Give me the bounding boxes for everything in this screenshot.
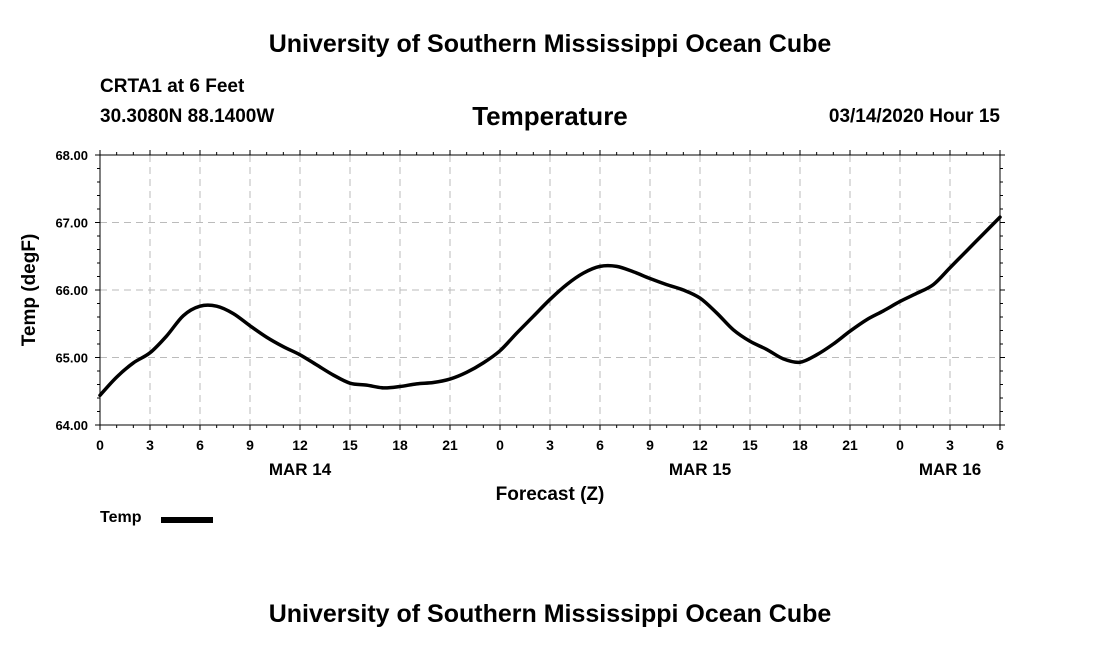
- date-label: MAR 15: [669, 460, 731, 479]
- footer-title: University of Southern Mississippi Ocean…: [268, 600, 832, 628]
- x-tick-label: 9: [646, 437, 654, 453]
- y-tick-label: 64.00: [55, 418, 88, 433]
- x-tick-label: 6: [596, 437, 604, 453]
- grid-lines: [100, 155, 1000, 425]
- legend-swatch: [161, 517, 213, 523]
- x-tick-labels: 0 3 6 9 12 15 18 21 0 3 6 9 12 15 18 21 0 3 6: [96, 437, 1004, 453]
- y-tick-label: 65.00: [55, 351, 88, 366]
- x-tick-label: 12: [692, 437, 708, 453]
- x-tick-label: 3: [946, 437, 954, 453]
- y-axis-title: Temp (degF): [19, 234, 40, 347]
- x-tick-label: 0: [96, 437, 104, 453]
- y-tick-labels: 64.00 65.00 66.00 67.00 68.00: [55, 148, 88, 433]
- x-tick-label: 9: [246, 437, 254, 453]
- station-coords: 30.3080N 88.1400W: [100, 106, 275, 127]
- y-tick-label: 66.00: [55, 283, 88, 298]
- x-tick-label: 0: [496, 437, 504, 453]
- y-tick-label: 68.00: [55, 148, 88, 163]
- legend-label: Temp: [100, 509, 142, 526]
- x-tick-label: 3: [146, 437, 154, 453]
- temp-series-line: [98, 215, 1002, 398]
- date-label: MAR 16: [919, 460, 981, 479]
- x-tick-label: 21: [842, 437, 858, 453]
- x-tick-label: 0: [896, 437, 904, 453]
- y-tick-label: 67.00: [55, 216, 88, 231]
- x-tick-label: 6: [996, 437, 1004, 453]
- x-tick-label: 15: [342, 437, 358, 453]
- header-title: University of Southern Mississippi Ocean…: [268, 30, 832, 58]
- x-tick-label: 15: [742, 437, 758, 453]
- station-name: CRTA1 at 6 Feet: [100, 76, 245, 97]
- x-tick-label: 21: [442, 437, 458, 453]
- date-labels: MAR 14 MAR 15 MAR 16: [269, 460, 981, 479]
- x-tick-label: 18: [392, 437, 408, 453]
- x-tick-label: 3: [546, 437, 554, 453]
- x-tick-label: 12: [292, 437, 308, 453]
- x-tick-label: 6: [196, 437, 204, 453]
- plot-title: Temperature: [472, 101, 628, 131]
- axis-ticks: [95, 150, 1005, 430]
- x-tick-label: 18: [792, 437, 808, 453]
- date-label: MAR 14: [269, 460, 332, 479]
- x-axis-title: Forecast (Z): [496, 484, 605, 505]
- valid-time: 03/14/2020 Hour 15: [828, 106, 1000, 127]
